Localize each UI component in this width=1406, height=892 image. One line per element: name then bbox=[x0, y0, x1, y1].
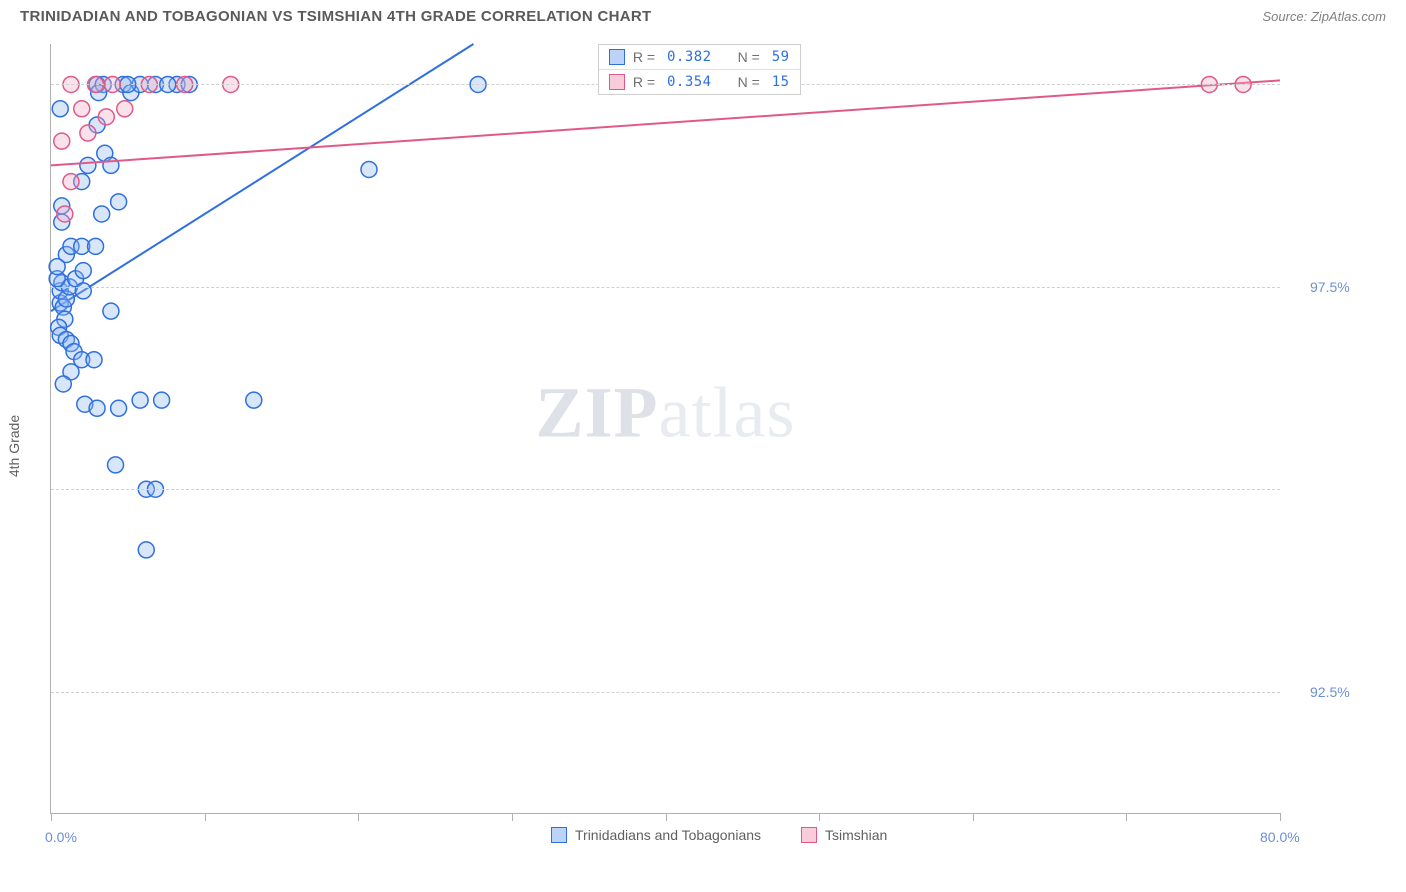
stat-R-value: 0.354 bbox=[667, 74, 712, 90]
data-point bbox=[89, 400, 105, 416]
data-point bbox=[80, 157, 96, 173]
series-legend: Trinidadians and Tobagonians Tsimshian bbox=[551, 827, 887, 843]
data-point bbox=[49, 259, 65, 275]
xtick bbox=[973, 813, 974, 821]
xtick bbox=[358, 813, 359, 821]
data-point bbox=[108, 457, 124, 473]
data-point bbox=[80, 125, 96, 141]
stats-legend-row: R = 0.382 N = 59 bbox=[599, 45, 800, 70]
chart-title: TRINIDADIAN AND TOBAGONIAN VS TSIMSHIAN … bbox=[20, 8, 652, 25]
stats-legend: R = 0.382 N = 59 R = 0.354 N = 15 bbox=[598, 44, 801, 95]
ytick-label: 92.5% bbox=[1310, 684, 1350, 700]
data-point bbox=[74, 101, 90, 117]
xtick bbox=[205, 813, 206, 821]
xtick bbox=[819, 813, 820, 821]
data-point bbox=[103, 157, 119, 173]
xtick bbox=[51, 813, 52, 821]
series-name: Tsimshian bbox=[825, 827, 887, 843]
xtick bbox=[512, 813, 513, 821]
plot-svg bbox=[51, 44, 1280, 813]
series-legend-item: Trinidadians and Tobagonians bbox=[551, 827, 761, 843]
stat-R-value: 0.382 bbox=[667, 49, 712, 65]
legend-swatch bbox=[801, 827, 817, 843]
data-point bbox=[52, 101, 68, 117]
data-point bbox=[55, 376, 71, 392]
data-point bbox=[63, 174, 79, 190]
xtick bbox=[666, 813, 667, 821]
yaxis-title: 4th Grade bbox=[6, 415, 22, 477]
stat-N-value: 15 bbox=[772, 74, 790, 90]
data-point bbox=[94, 206, 110, 222]
chart-source: Source: ZipAtlas.com bbox=[1262, 9, 1386, 24]
stat-N-label: N = bbox=[738, 49, 764, 65]
data-point bbox=[111, 400, 127, 416]
stat-R-label: R = bbox=[633, 74, 659, 90]
data-point bbox=[88, 238, 104, 254]
stat-R-label: R = bbox=[633, 49, 659, 65]
xtick-label: 0.0% bbox=[45, 829, 77, 845]
data-point bbox=[98, 109, 114, 125]
xtick bbox=[1280, 813, 1281, 821]
data-point bbox=[111, 194, 127, 210]
legend-swatch bbox=[609, 49, 625, 65]
data-point bbox=[246, 392, 262, 408]
data-point bbox=[54, 133, 70, 149]
data-point bbox=[138, 542, 154, 558]
stat-N-label: N = bbox=[738, 74, 764, 90]
legend-swatch bbox=[609, 74, 625, 90]
data-point bbox=[57, 206, 73, 222]
data-point bbox=[86, 352, 102, 368]
gridline bbox=[51, 489, 1280, 490]
data-point bbox=[154, 392, 170, 408]
data-point bbox=[103, 303, 119, 319]
data-point bbox=[75, 263, 91, 279]
ytick-label: 97.5% bbox=[1310, 279, 1350, 295]
stats-legend-row: R = 0.354 N = 15 bbox=[599, 70, 800, 94]
plot-area: ZIPatlas 92.5%97.5%0.0%80.0%R = 0.382N =… bbox=[50, 44, 1280, 814]
source-name: ZipAtlas.com bbox=[1311, 9, 1386, 24]
legend-swatch bbox=[551, 827, 567, 843]
data-point bbox=[132, 392, 148, 408]
stat-N-value: 59 bbox=[772, 49, 790, 65]
chart-header: TRINIDADIAN AND TOBAGONIAN VS TSIMSHIAN … bbox=[0, 0, 1406, 29]
xtick bbox=[1126, 813, 1127, 821]
data-point bbox=[361, 161, 377, 177]
data-point bbox=[117, 101, 133, 117]
gridline bbox=[51, 287, 1280, 288]
gridline bbox=[51, 692, 1280, 693]
series-legend-item: Tsimshian bbox=[801, 827, 887, 843]
xtick-label: 80.0% bbox=[1260, 829, 1300, 845]
series-name: Trinidadians and Tobagonians bbox=[575, 827, 761, 843]
data-point bbox=[75, 283, 91, 299]
source-prefix: Source: bbox=[1262, 9, 1310, 24]
